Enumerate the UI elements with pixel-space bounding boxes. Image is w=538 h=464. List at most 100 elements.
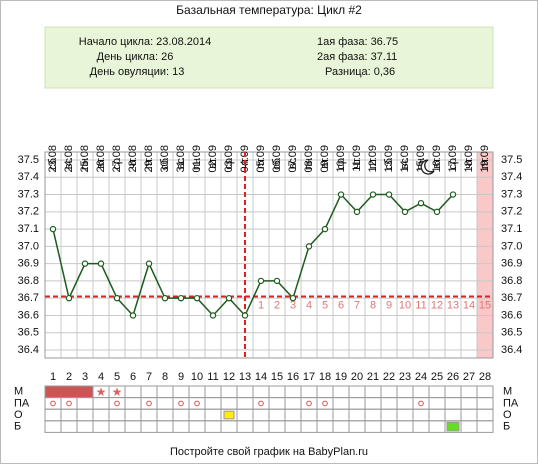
weekday-label: вс (287, 158, 299, 170)
date-label: 23.08 (47, 145, 59, 173)
post-ovulation-label: 2 (274, 299, 280, 311)
temperature-point (385, 191, 393, 198)
info-text: День овуляции: 13 (90, 66, 185, 78)
temperature-point (337, 191, 345, 198)
date-label: 28.08 (127, 145, 139, 173)
date-label: 25.08 (79, 145, 91, 173)
row-label: Б (14, 421, 21, 433)
weekday-label: пн (79, 158, 91, 170)
date-label: 26.08 (95, 145, 107, 173)
date-label: 14.09 (399, 145, 411, 173)
info-text: Начало цикла: 23.08.2014 (79, 36, 211, 48)
plot-frame (44, 151, 494, 359)
date-label: 30.08 (159, 145, 171, 173)
y-tick-label: 37.4 (501, 171, 522, 183)
date-label: 04.09 (239, 145, 251, 173)
temperature-point (129, 312, 137, 319)
temperature-point (417, 199, 425, 207)
post-ovulation-label: 8 (370, 299, 376, 311)
date-label: 27.08 (111, 145, 123, 173)
pa-icon (418, 400, 424, 407)
date-label: 05.09 (255, 145, 267, 173)
y-tick-label: 36.5 (501, 327, 522, 339)
x-tick-label: 3 (82, 371, 88, 383)
row-label: Б (503, 421, 510, 433)
weekday-label: пт (367, 158, 379, 169)
info-box (44, 26, 494, 89)
x-tick-label: 20 (351, 371, 363, 383)
b-icon (446, 421, 460, 432)
post-ovulation-label: 1 (258, 299, 264, 311)
weekday-label: сб (47, 158, 59, 170)
pa-icon (194, 400, 200, 407)
temperature-point (113, 294, 121, 302)
x-tick-label: 4 (98, 371, 104, 383)
temperature-point (241, 312, 249, 319)
y-tick-label: 37.0 (18, 240, 39, 252)
row-label: М (503, 386, 512, 398)
y-tick-label: 37.5 (501, 154, 522, 166)
x-tick-label: 25 (431, 371, 443, 383)
y-tick-label: 36.8 (18, 275, 39, 287)
y-tick-label: 36.7 (18, 292, 39, 304)
post-ovulation-label: 10 (399, 299, 411, 311)
x-tick-label: 7 (146, 371, 152, 383)
post-ovulation-label: 11 (415, 299, 426, 311)
x-tick-label: 1 (50, 371, 56, 383)
x-tick-label: 24 (415, 371, 427, 383)
x-tick-label: 22 (383, 371, 395, 383)
weekday-label: ср (335, 158, 347, 170)
weekday-label: вт (207, 158, 219, 169)
date-label: 06.09 (271, 145, 283, 173)
row-label: О (503, 409, 512, 421)
post-ovulation-label: 12 (431, 299, 443, 311)
post-ovulation-label: 4 (306, 299, 312, 311)
date-label: 12.09 (367, 145, 379, 173)
weekday-label: сб (271, 158, 283, 170)
x-tick-label: 10 (191, 371, 203, 383)
pa-icon (114, 400, 120, 407)
x-tick-label: 11 (207, 371, 218, 383)
post-ovulation-label: 9 (386, 299, 392, 311)
temperature-point (305, 243, 313, 250)
o-icon (223, 410, 235, 420)
info-text: 2ая фаза: 37.11 (317, 51, 397, 63)
x-tick-label: 17 (303, 371, 315, 383)
temperature-point (65, 294, 73, 302)
y-tick-label: 36.4 (18, 344, 39, 356)
y-tick-label: 36.9 (501, 258, 522, 270)
y-tick-label: 36.6 (501, 309, 522, 321)
temperature-point (401, 208, 409, 216)
pa-icon (306, 400, 312, 407)
weekday-label: пт (479, 158, 491, 169)
pa-icon (322, 400, 328, 407)
y-tick-label: 37.1 (18, 223, 39, 235)
post-ovulation-label: 7 (354, 299, 360, 311)
temperature-point (209, 312, 217, 319)
date-label: 24.08 (63, 145, 75, 173)
row-label: М (14, 386, 23, 398)
weekday-label: чт (127, 158, 139, 169)
x-tick-label: 8 (162, 371, 168, 383)
post-ovulation-label: 3 (290, 299, 296, 311)
chart-title: Базальная температура: Цикл #2 (176, 3, 362, 17)
x-tick-label: 21 (367, 371, 379, 383)
x-tick-label: 6 (130, 371, 136, 383)
y-tick-label: 37.5 (18, 154, 39, 166)
post-ovulation-label: 5 (322, 299, 328, 311)
weekday-label: сб (383, 158, 395, 170)
pa-icon (50, 400, 56, 407)
y-tick-label: 36.7 (501, 292, 522, 304)
x-tick-label: 27 (463, 371, 475, 383)
temperature-point (273, 277, 281, 285)
temperature-point (369, 191, 377, 198)
temperature-point (449, 191, 457, 198)
date-label: 11.09 (351, 145, 363, 172)
y-tick-label: 37.3 (501, 188, 522, 200)
y-tick-label: 36.5 (18, 327, 39, 339)
pa-icon (178, 400, 184, 407)
post-ovulation-label: 6 (338, 299, 344, 311)
star-icon: ★ (112, 385, 123, 399)
footer: Постройте свой график на BabyPlan.ru (170, 446, 368, 458)
